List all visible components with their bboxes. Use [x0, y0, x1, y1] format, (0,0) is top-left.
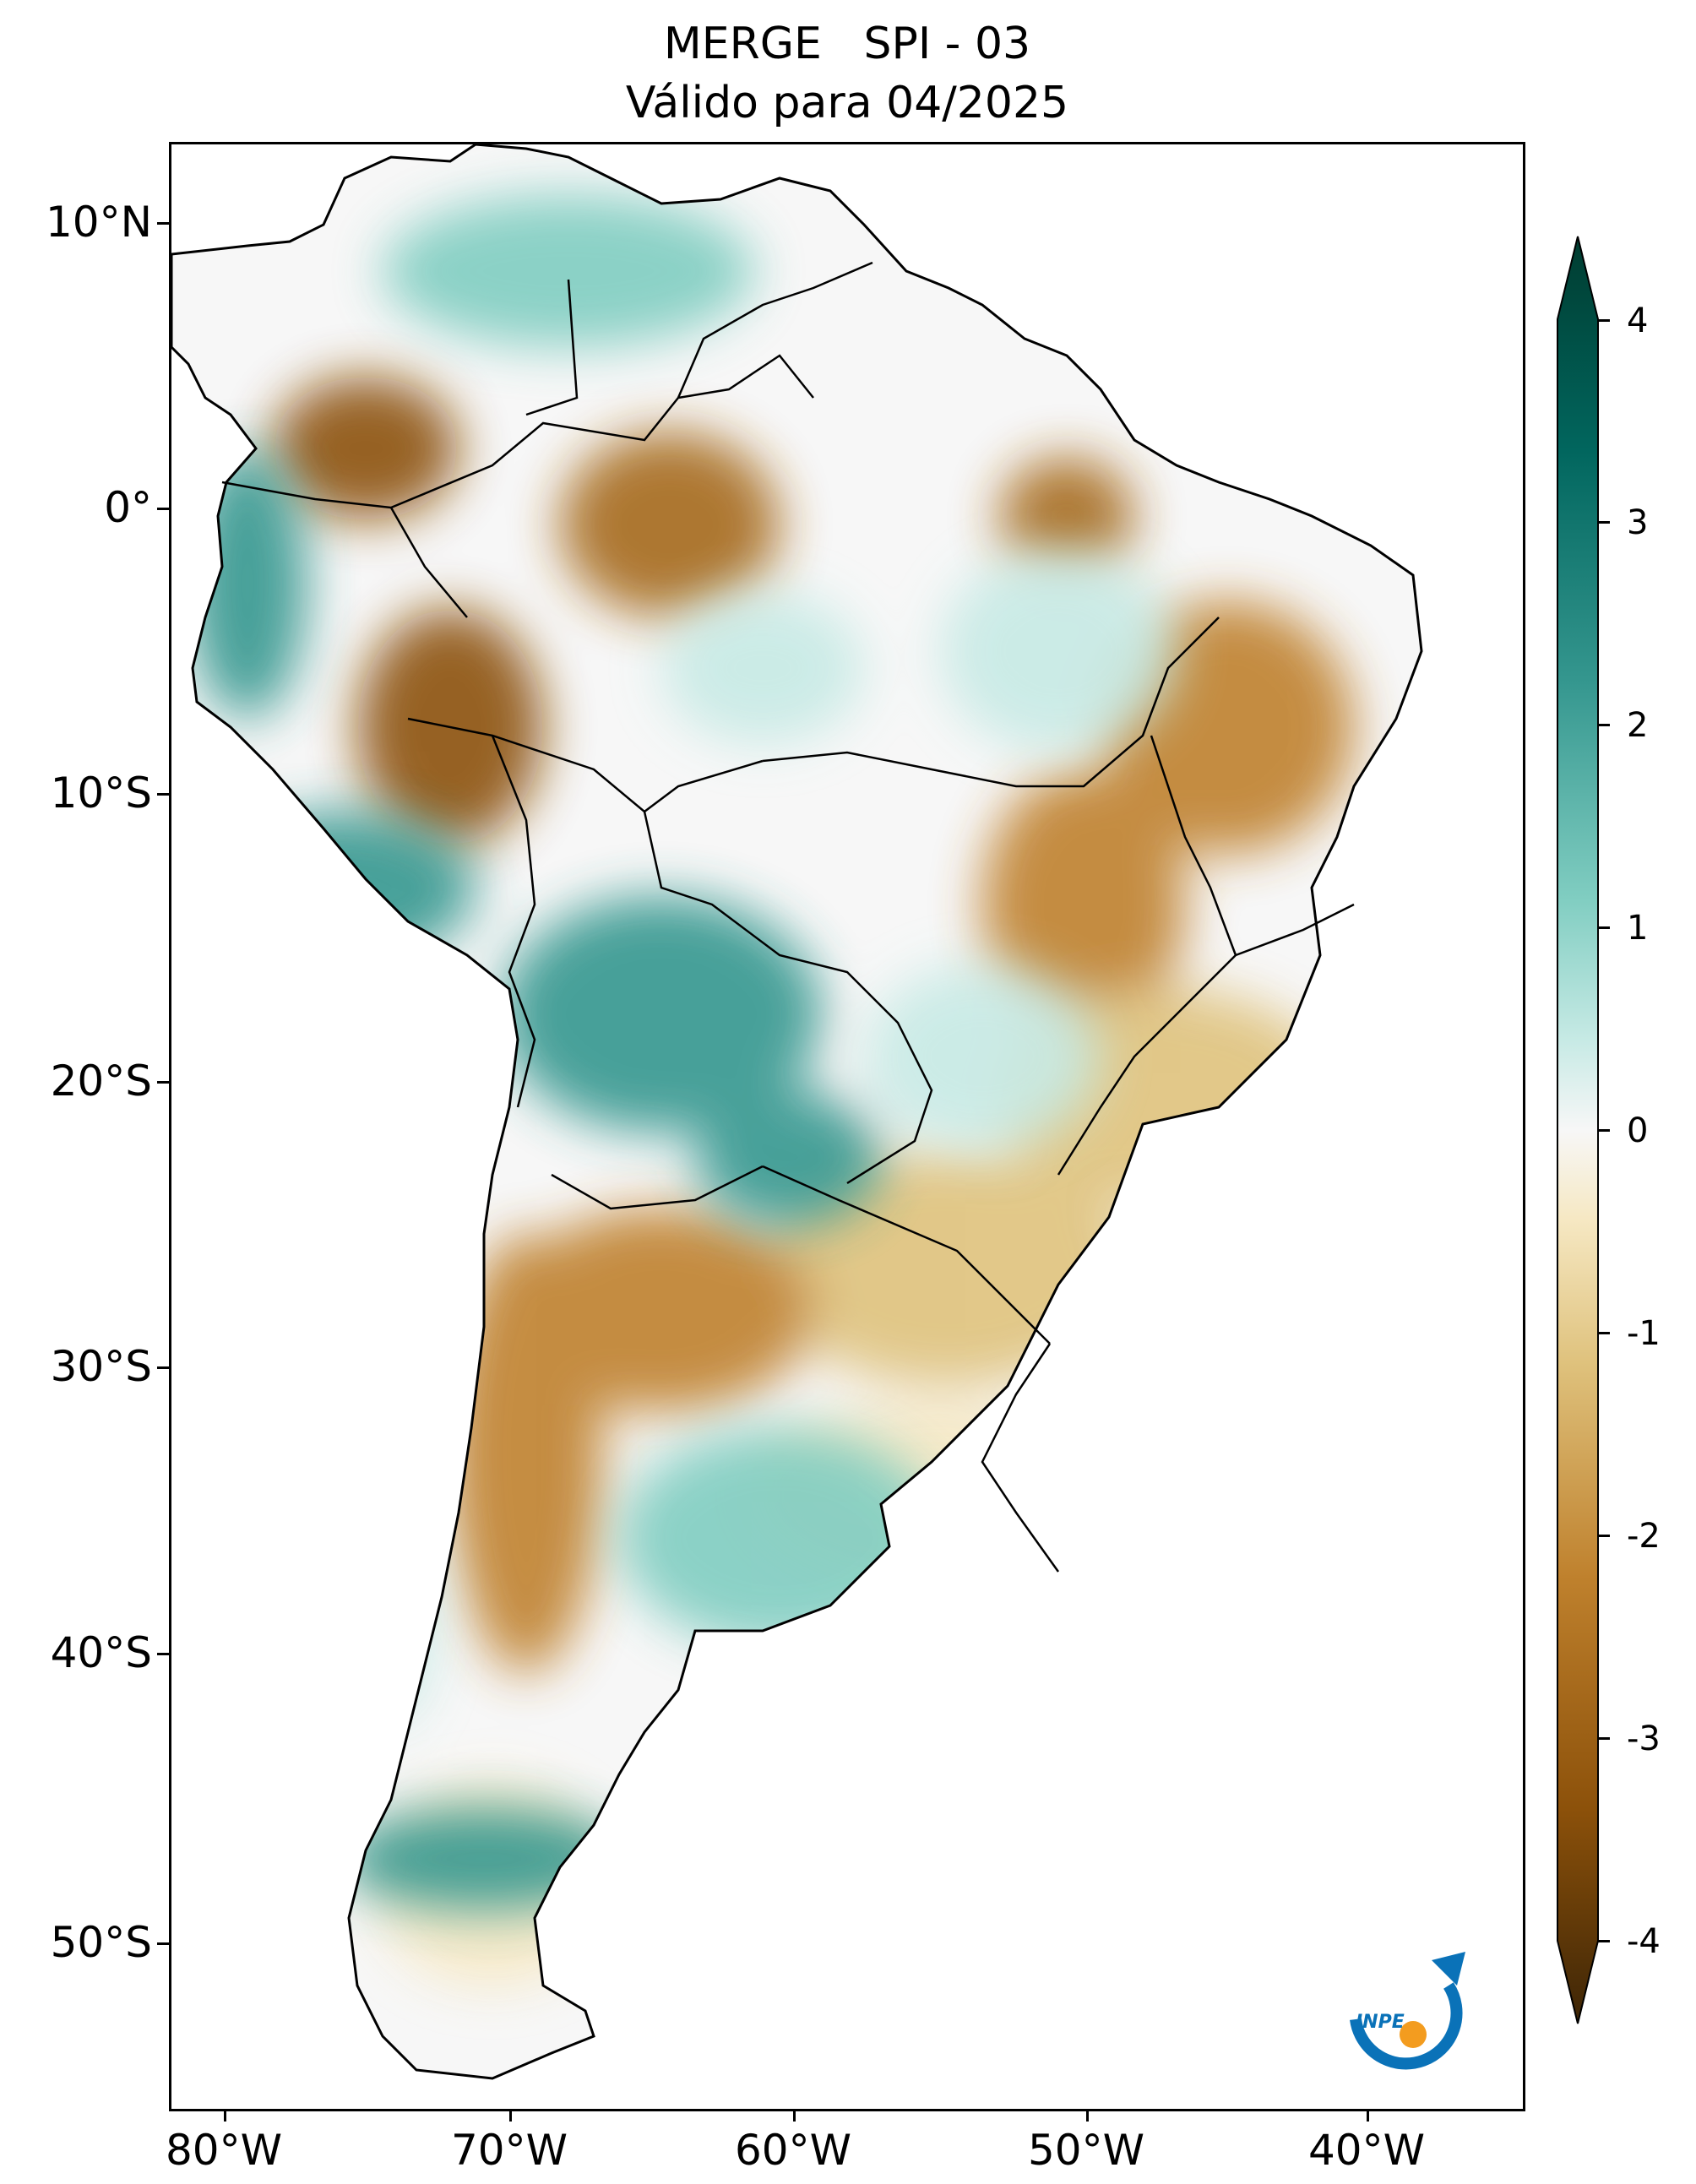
x-tick-label: 50°W [1027, 2126, 1145, 2175]
x-tick-label: 80°W [165, 2126, 283, 2175]
wet-rondonia [661, 592, 864, 744]
map-subtitle: Válido para 04/2025 [625, 78, 1069, 128]
border-line [981, 1343, 1060, 1573]
dry-colombia [273, 377, 459, 520]
colorbar-tick [1598, 1129, 1610, 1132]
border-line [1235, 903, 1355, 957]
border-line [762, 617, 1220, 788]
y-tick-mark [157, 222, 169, 225]
y-tick-mark [157, 793, 169, 796]
colorbar-label: -1 [1627, 1314, 1661, 1353]
map-title: MERGE SPI - 03 [663, 19, 1031, 69]
colorbar-label: 2 [1627, 706, 1649, 745]
wet-santa-cruz [340, 1808, 628, 1910]
border-line [1150, 735, 1237, 956]
colorbar-tick [1598, 1535, 1610, 1537]
colorbar-label: 1 [1627, 909, 1649, 948]
x-tick-mark [509, 2111, 512, 2122]
dry-amazonas [560, 432, 780, 617]
wet-paraguai [695, 1090, 881, 1225]
y-tick-mark [157, 1653, 169, 1655]
dry-tocantins [982, 769, 1185, 1040]
y-tick-label: 0° [104, 483, 152, 532]
logo-dot [1400, 2021, 1427, 2048]
colorbar-label: 0 [1627, 1111, 1649, 1150]
x-tick-mark [1367, 2111, 1369, 2122]
wet-equador [188, 448, 307, 719]
y-tick-label: 20°S [50, 1057, 152, 1106]
wet-bolivia [501, 896, 822, 1133]
y-tick-mark [157, 1942, 169, 1945]
border-line [491, 735, 536, 1108]
wet-mato-grosso [864, 964, 1101, 1149]
colorbar [1557, 236, 1599, 2024]
wet-chile [349, 1504, 433, 1724]
y-tick-mark [157, 1366, 169, 1369]
wet-pampa [619, 1428, 940, 1648]
wet-venezuela [383, 195, 754, 347]
x-tick-mark [1086, 2111, 1089, 2122]
colorbar-gradient [1557, 236, 1599, 2024]
wet-peru-costa [205, 812, 476, 964]
border-line [407, 717, 764, 813]
logo-text: INPE [1356, 2012, 1405, 2033]
inpe-logo-icon: INPE [1350, 1952, 1465, 2070]
border-line [762, 1165, 1051, 1345]
y-tick-mark [157, 508, 169, 510]
y-tick-label: 40°S [50, 1628, 152, 1677]
border-line [643, 811, 933, 1185]
colorbar-tick [1598, 926, 1610, 929]
border-line [551, 1165, 764, 1210]
logo-arrow [1432, 1952, 1465, 1986]
colorbar-tick [1598, 319, 1610, 322]
colorbar-tick [1598, 724, 1610, 726]
colorbar-label: -4 [1627, 1922, 1661, 1961]
x-tick-label: 60°W [734, 2126, 852, 2175]
y-tick-label: 30°S [50, 1342, 152, 1391]
colorbar-label: -2 [1627, 1517, 1661, 1556]
x-tick-mark [793, 2111, 796, 2122]
y-tick-label: 10°N [45, 198, 152, 247]
colorbar-tick [1598, 521, 1610, 524]
y-tick-mark [157, 1081, 169, 1084]
colorbar-label: 3 [1627, 503, 1649, 542]
colorbar-tick [1598, 1737, 1610, 1740]
x-tick-label: 40°W [1307, 2126, 1426, 2175]
x-tick-mark [224, 2111, 226, 2122]
x-tick-label: 70°W [450, 2126, 568, 2175]
border-line [677, 261, 873, 399]
colorbar-label: -3 [1627, 1719, 1661, 1758]
colorbar-tick [1598, 1332, 1610, 1334]
y-tick-label: 50°S [50, 1918, 152, 1967]
country-borders [221, 261, 1355, 1573]
logo-arc [1350, 1982, 1463, 2070]
colorbar-tick [1598, 1940, 1610, 1942]
dry-amapa [999, 457, 1134, 575]
dry-andes-sul [450, 1234, 602, 1673]
border-line [390, 354, 814, 509]
border-line [525, 279, 579, 416]
colorbar-label: 4 [1627, 302, 1649, 340]
map-panel: INPE [169, 142, 1525, 2111]
y-tick-label: 10°S [50, 769, 152, 818]
wet-para [940, 550, 1177, 752]
border-line [1057, 954, 1237, 1176]
spi-map: INPE [171, 144, 1465, 2080]
